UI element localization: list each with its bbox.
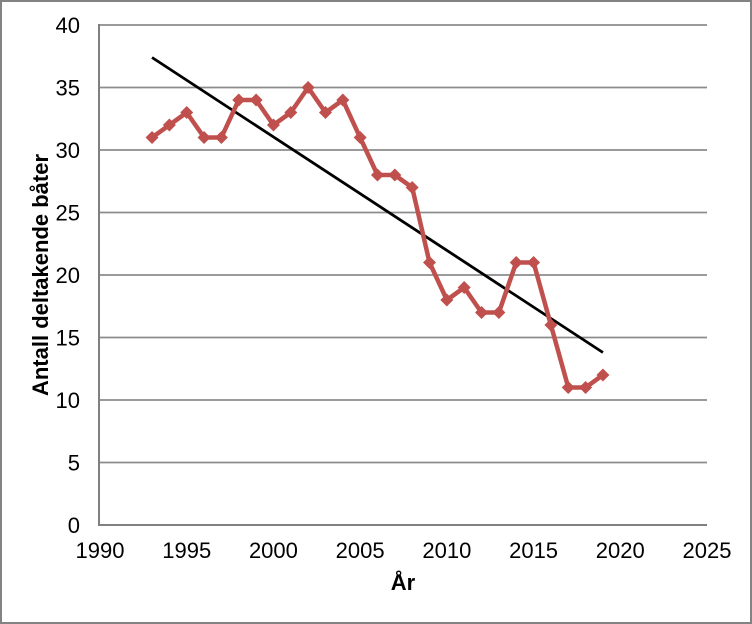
data-point-1999 xyxy=(249,93,263,107)
data-point-2018 xyxy=(579,381,593,394)
data-series xyxy=(145,81,610,394)
data-point-2006 xyxy=(370,168,384,182)
x-tick-labels: 1990 1995 2000 2005 2010 2015 2020 2025 xyxy=(76,538,732,563)
series-line xyxy=(149,85,606,390)
x-tick-label-2005: 2005 xyxy=(336,538,385,563)
x-tick-label-1995: 1995 xyxy=(162,538,211,563)
data-point-2013 xyxy=(492,306,506,319)
linear-trendline xyxy=(151,56,604,354)
data-point-2001 xyxy=(284,106,298,119)
data-point-2010 xyxy=(440,293,454,307)
data-point-2002 xyxy=(301,81,315,94)
y-tick-label-30: 30 xyxy=(56,138,80,163)
y-tick-label-15: 15 xyxy=(56,326,80,351)
data-point-2000 xyxy=(266,118,280,132)
data-point-2008 xyxy=(405,181,419,194)
data-point-1994 xyxy=(162,118,176,132)
data-point-2015 xyxy=(527,256,541,269)
y-tick-label-5: 5 xyxy=(68,451,80,476)
x-tick-label-1990: 1990 xyxy=(76,538,125,563)
y-tick-labels: 0 5 10 15 20 25 30 35 40 xyxy=(56,13,80,538)
data-point-2007 xyxy=(388,168,402,182)
y-axis-title: Antall deltakende båter xyxy=(28,154,53,397)
y-tick-label-40: 40 xyxy=(56,13,80,38)
gridlines xyxy=(99,24,707,464)
data-point-2011 xyxy=(457,281,471,294)
data-point-2019 xyxy=(596,368,610,382)
x-axis-title: År xyxy=(391,569,416,595)
x-tick-label-2020: 2020 xyxy=(596,538,645,563)
data-point-1998 xyxy=(232,93,246,107)
data-point-1995 xyxy=(180,106,194,119)
data-point-2009 xyxy=(423,256,437,269)
data-point-2016 xyxy=(544,318,558,332)
x-tick-label-2025: 2025 xyxy=(683,538,732,563)
x-tick-label-2010: 2010 xyxy=(422,538,471,563)
data-point-1997 xyxy=(214,131,228,144)
y-tick-label-0: 0 xyxy=(68,513,80,538)
data-point-1996 xyxy=(197,131,211,144)
y-tick-label-35: 35 xyxy=(56,76,80,101)
y-tick-label-20: 20 xyxy=(56,263,80,288)
data-point-2017 xyxy=(561,381,575,394)
data-point-2004 xyxy=(336,93,350,107)
trendline xyxy=(151,56,604,354)
data-point-1993 xyxy=(145,131,159,144)
x-tick-label-2000: 2000 xyxy=(249,538,298,563)
data-point-2012 xyxy=(475,306,489,319)
data-point-2014 xyxy=(509,256,523,269)
axes xyxy=(98,24,707,526)
x-tick-label-2015: 2015 xyxy=(509,538,558,563)
y-tick-label-10: 10 xyxy=(56,388,80,413)
data-point-2005 xyxy=(353,131,367,144)
y-tick-label-25: 25 xyxy=(56,201,80,226)
data-point-2003 xyxy=(318,106,332,119)
